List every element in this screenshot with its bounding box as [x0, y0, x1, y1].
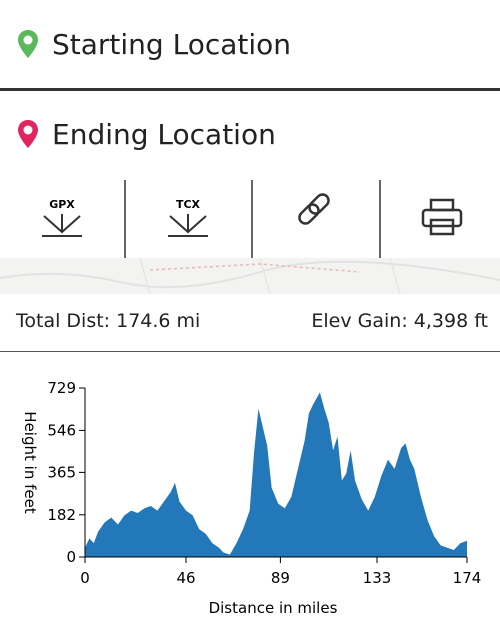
tcx-label: TCX [176, 198, 201, 211]
end-row[interactable]: Ending Location [0, 112, 500, 156]
y-axis-label: Height in feet [21, 411, 39, 514]
tcx-button[interactable]: TCX [168, 198, 208, 237]
y-tick-label: 0 [66, 548, 76, 566]
divider [0, 351, 500, 352]
elevation-area [85, 392, 467, 557]
y-tick-label: 546 [47, 421, 76, 439]
end-label: Ending Location [52, 117, 276, 151]
y-tick-label: 729 [47, 379, 76, 397]
x-tick-label: 174 [453, 569, 482, 587]
map-strip [0, 258, 500, 294]
x-tick-label: 133 [363, 569, 392, 587]
elevation-chart: 0 182 365 546 729 0 46 89 133 174 Distance in mile… [21, 379, 482, 617]
y-tick-label: 365 [47, 463, 76, 481]
y-tick-label: 182 [47, 506, 76, 524]
divider [0, 88, 500, 91]
x-tick-label: 89 [271, 569, 290, 587]
x-axis-label: Distance in miles [209, 599, 338, 617]
link-button[interactable] [297, 192, 331, 226]
print-button[interactable] [421, 198, 463, 236]
total-distance: Total Dist: 174.6 mi [16, 310, 201, 332]
x-tick-label: 46 [176, 569, 195, 587]
gpx-button[interactable]: GPX [42, 198, 82, 237]
elevation-gain: Elev Gain: 4,398 ft [311, 310, 488, 332]
toolbar: GPX TCX [42, 180, 463, 258]
start-row[interactable]: Starting Location [0, 22, 500, 66]
start-pin [18, 30, 38, 58]
gpx-label: GPX [49, 198, 75, 211]
end-pin [18, 120, 38, 148]
x-tick-label: 0 [80, 569, 90, 587]
start-label: Starting Location [52, 27, 292, 61]
